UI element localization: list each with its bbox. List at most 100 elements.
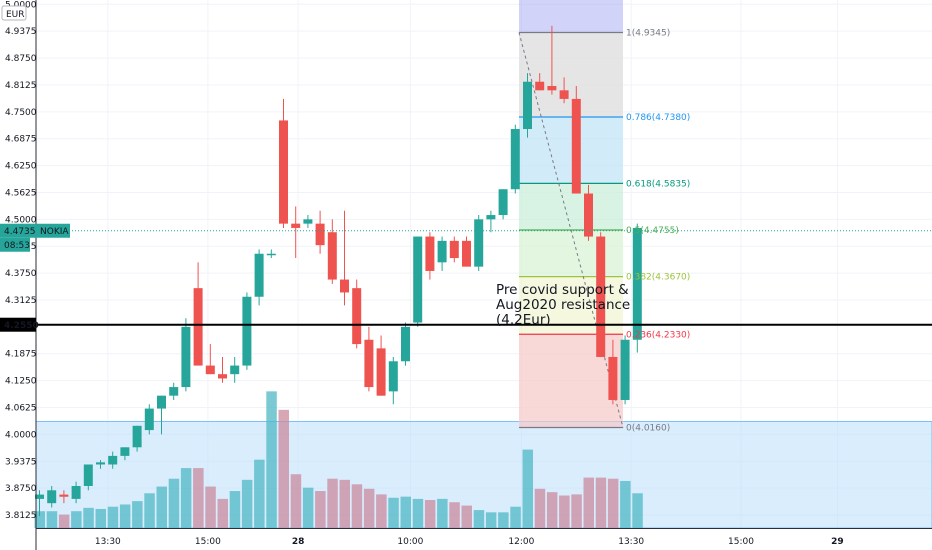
volume-bars (34, 391, 643, 528)
volume-bar (388, 497, 399, 528)
volume-bar (229, 491, 241, 528)
y-axis-labels[interactable]: 5.0000 4.9375 4.8750 4.8125 4.7500 4.6875 4.62… (5, 0, 37, 521)
volume-bar (132, 501, 143, 528)
candle (315, 210, 325, 254)
volume-bar (376, 494, 387, 528)
volume-bar (205, 486, 216, 528)
volume-bar (254, 459, 265, 528)
candle (547, 25, 557, 95)
x-tick-label: 15:00 (195, 537, 221, 547)
volume-bar (302, 487, 314, 528)
volume-bar (315, 491, 326, 528)
volume-bar (571, 494, 582, 528)
candle (96, 460, 105, 469)
volume-bar (583, 477, 594, 528)
volume-bar (510, 506, 521, 528)
candle (59, 490, 69, 504)
annotation-line: (4.2Eur) (496, 312, 551, 328)
candle (327, 219, 337, 284)
currency-badge-box (1, 5, 27, 21)
candle (364, 326, 374, 392)
y-tick-label: 5.0000 (5, 0, 37, 10)
candle (449, 236, 459, 263)
candle (462, 236, 471, 267)
candle (608, 339, 618, 405)
volume-bar (546, 492, 558, 528)
fib-level-label: 0.5(4.4755) (626, 226, 679, 236)
volume-bar (278, 409, 289, 528)
candle (340, 210, 349, 306)
y-tick-label: 4.8125 (5, 81, 37, 91)
fib-level-label: 0.382(4.3670) (626, 273, 690, 283)
candle (230, 356, 240, 383)
volume-bar (620, 480, 631, 528)
volume-bar (412, 498, 424, 528)
fib-level-label: 0.236(4.2330) (626, 330, 690, 340)
candle (242, 292, 252, 370)
volume-bar (522, 449, 533, 528)
volume-bar (449, 502, 460, 528)
volume-bar (339, 479, 350, 528)
volume-bar (437, 498, 448, 528)
volume-bar (534, 488, 546, 528)
currency-label: EUR (6, 10, 25, 20)
annotation-line: Pre covid support & (496, 282, 629, 298)
candle (132, 425, 142, 452)
symbol-tag-price: 4.4735 (4, 227, 36, 237)
y-tick-label: 4.5000 (5, 215, 37, 225)
volume-bar (559, 495, 570, 528)
x-tick-label: 13:30 (618, 537, 644, 547)
volume-bar (351, 484, 363, 528)
volume-bar (107, 506, 119, 528)
volume-bar (400, 496, 411, 528)
y-tick-label: 3.9375 (5, 457, 37, 467)
symbol-tag-box (0, 223, 70, 238)
countdown-label: 08:53 (4, 241, 30, 251)
volume-bar (83, 507, 94, 528)
fib-retracement[interactable] (518, 0, 624, 429)
candle (632, 223, 642, 353)
candle (474, 215, 484, 271)
candle (498, 189, 508, 220)
fib-labels: 1(4.9345) 0.786(4.7380) 0.618(4.5835) 0.5(4… (626, 28, 690, 433)
volume-bar (632, 493, 643, 528)
volume-bar (156, 486, 167, 528)
volume-bar (290, 474, 302, 528)
y-tick-label: 4.9375 (5, 27, 37, 37)
volume-bar (327, 478, 338, 528)
y-tick-label: 4.1875 (5, 350, 37, 360)
candle (535, 73, 545, 91)
x-axis-labels[interactable]: 13:3015:002810:0012:0013:3015:002910:001… (95, 537, 932, 547)
volume-bar (485, 512, 497, 528)
volume-bar (473, 510, 485, 528)
candle (218, 356, 227, 383)
candle (83, 464, 93, 491)
volume-bar (193, 468, 204, 528)
candles[interactable] (35, 25, 642, 517)
x-tick-label: 28 (292, 537, 305, 547)
volume-bar (34, 511, 45, 528)
x-tick-label: 29 (831, 537, 844, 547)
fib-level-label: 0(4.0160) (626, 424, 670, 434)
candle (108, 451, 118, 469)
y-tick-label: 4.3125 (5, 296, 37, 306)
volume-bar (241, 479, 253, 528)
countdown-box (0, 237, 30, 252)
volume-bar (607, 478, 619, 528)
candle (291, 206, 301, 259)
candle (181, 318, 191, 392)
symbol-tag-name: NOKIA (40, 227, 69, 237)
annotation-text[interactable]: Pre covid support & Aug2020 resistance (4.… (496, 282, 630, 328)
volume-bar (498, 512, 509, 528)
candle (120, 447, 130, 461)
x-tick-label: 12:00 (508, 537, 534, 547)
y-tick-label: 4.8750 (5, 54, 37, 64)
candle (584, 184, 593, 241)
volume-bar (266, 391, 277, 528)
volume-bar (95, 508, 106, 528)
candle (254, 249, 264, 306)
x-tick-label: 13:30 (95, 537, 121, 547)
candle (510, 124, 520, 194)
volume-bar (58, 514, 70, 528)
